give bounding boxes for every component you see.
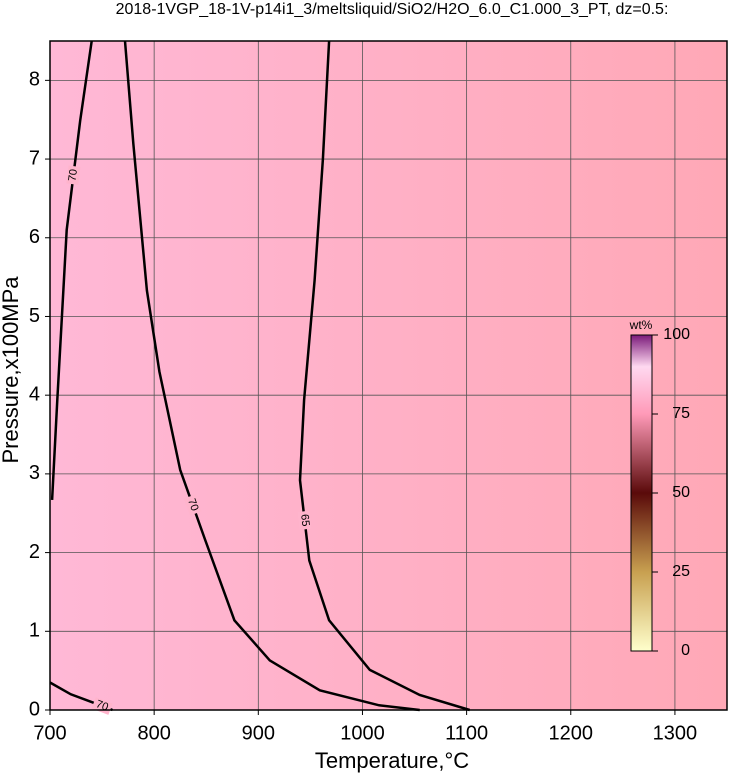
x-tick-label: 900 bbox=[242, 722, 275, 744]
contour-label-bg bbox=[184, 494, 202, 516]
x-tick-label: 1300 bbox=[653, 722, 698, 744]
contour-label: 70 bbox=[185, 497, 200, 513]
plot-area bbox=[50, 41, 727, 710]
contour-label: 70 bbox=[67, 168, 80, 182]
contour-label-bg bbox=[297, 510, 312, 530]
y-tick-label: 5 bbox=[29, 305, 40, 327]
colorbar bbox=[630, 334, 653, 652]
y-tick-label: 2 bbox=[29, 541, 40, 563]
x-tick-label: 1200 bbox=[549, 722, 594, 744]
contour-label-bg bbox=[66, 165, 81, 185]
y-tick-label: 3 bbox=[29, 462, 40, 484]
colorbar-label: wt% bbox=[629, 318, 653, 332]
colorbar-tick-label: 0 bbox=[681, 642, 690, 659]
y-tick-label: 1 bbox=[29, 620, 40, 642]
x-tick-label: 1100 bbox=[445, 722, 488, 744]
y-tick-label: 4 bbox=[29, 383, 40, 405]
x-tick-label: 700 bbox=[33, 722, 66, 744]
x-axis-label: Temperature,°C bbox=[315, 748, 469, 773]
contour-label: 65 bbox=[298, 514, 311, 528]
plot-frame bbox=[49, 40, 728, 711]
colorbar-tick-label: 75 bbox=[672, 405, 690, 422]
x-tick-label: 800 bbox=[137, 722, 170, 744]
y-tick-label: 7 bbox=[29, 147, 40, 169]
y-tick-label: 6 bbox=[29, 226, 40, 248]
chart-title: 2018-1VGP_18-1V-p14i1_3/meltsliquid/SiO2… bbox=[116, 1, 669, 18]
contour-line bbox=[123, 40, 420, 712]
y-tick-label: 0 bbox=[29, 698, 40, 720]
x-tick-label: 1000 bbox=[340, 722, 385, 744]
contour-line bbox=[50, 40, 93, 500]
colorbar-tick-label: 25 bbox=[672, 563, 690, 580]
y-tick-label: 8 bbox=[29, 69, 40, 91]
y-axis-label: Pressure,x100MPa bbox=[0, 276, 23, 464]
colorbar-tick-label: 50 bbox=[672, 484, 690, 501]
colorbar-tick-label: 100 bbox=[663, 326, 690, 343]
